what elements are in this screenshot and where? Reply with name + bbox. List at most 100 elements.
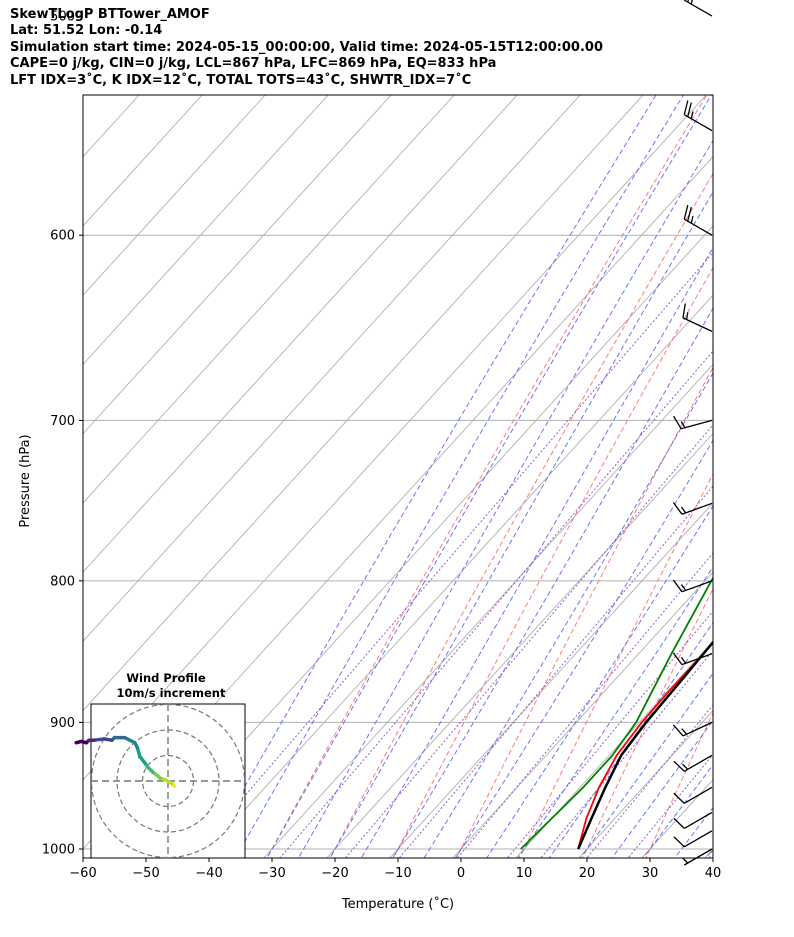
wind-barb-half [682,857,689,864]
wind-barb-shaft [681,653,713,666]
hodograph-ring [90,703,246,859]
wind-barb-shaft [683,848,713,866]
wind-barb-flag [690,0,693,5]
moist-adiabat [548,621,713,858]
x-tick-label: −30 [258,866,285,881]
isotherm-line [137,225,713,858]
mixing-ratio-line [344,424,713,858]
wind-barbs [672,0,713,866]
hodograph-title: Wind Profile [126,671,206,685]
x-tick-label: 30 [642,866,659,881]
wind-barb-shaft [681,580,713,593]
x-tick-label: −40 [195,866,222,881]
wind-barb-shaft [683,754,713,772]
moist-adiabat [486,505,713,858]
moist-adiabat [517,566,713,858]
wind-barb-half [680,506,687,514]
moist-adiabat [642,764,713,858]
temperature-line [577,641,713,850]
x-tick-label: 20 [579,866,596,881]
moist-adiabat [454,439,713,858]
x-tick-label: 40 [705,866,722,881]
x-tick-label: 0 [457,866,465,881]
wind-barb-flag [687,206,692,222]
wind-barb-shaft [682,721,713,737]
wind-barb-half [682,763,689,770]
isotherm-line [263,363,713,858]
wind-barb-half [685,312,689,320]
dry-adiabat [582,587,713,858]
moist-adiabat [329,191,713,858]
wind-barb-shaft [683,811,713,829]
cape-fill [681,642,713,678]
wind-barb-flag [673,836,685,848]
mixing-ratio-line [398,485,713,858]
mixing-ratio-line [627,753,713,858]
dry-adiabat [455,366,713,858]
time-text: Simulation start time: 2024-05-15_00:00:… [10,39,603,55]
dewpoint-line [520,576,713,850]
wind-barb-shaft [683,114,713,132]
moist-adiabat [392,307,713,858]
moist-adiabat [360,246,713,858]
isotherm-line [641,779,713,858]
mixing-ratio-line [506,610,713,858]
moist-adiabat [705,848,713,858]
chart-header: SkewTLogP BTTower_AMOF Lat: 51.52 Lon: -… [10,7,603,89]
x-tick-label: 10 [516,866,533,881]
hodograph-segment [74,739,84,745]
x-axis-title: Temperature (˚C) [341,896,454,912]
wind-barb-flag [672,502,683,515]
isotherm-line [452,571,713,858]
x-tick-label: −10 [384,866,411,881]
wind-barb-flag [683,204,689,220]
mixing-ratio-line [586,704,713,858]
wind-barb-half [690,111,694,119]
wind-barb-flag [672,652,683,666]
dry-adiabat [747,0,794,919]
isotherm-line [712,0,794,919]
mixing-ratio-line [279,350,713,858]
dry-adiabat [392,266,713,858]
y-tick-label: 800 [50,574,75,589]
y-tick-label: 900 [50,716,75,731]
wind-barb-half [680,584,687,591]
x-tick-label: −50 [132,866,159,881]
mixing-ratio-line [540,649,713,858]
wind-barb-shaft [683,830,713,848]
y-axis-title: Pressure (hPa) [18,434,33,527]
location-text: Lat: 51.52 Lon: -0.14 [10,23,163,39]
wind-barb-shaft [683,0,713,17]
wind-barb-half [681,728,688,735]
cape-area [681,642,713,678]
isotherm-line [200,294,713,858]
dry-adiabat [519,472,713,858]
wind-barb-flag [687,0,689,3]
wind-barb-flag [672,579,683,593]
wind-barb-half [690,215,694,224]
x-tick-label: −20 [321,866,348,881]
wind-barb-flag [683,100,689,115]
y-tick-label: 500 [50,10,75,25]
indices-text-2: LFT IDX=3˚C, K IDX=12˚C, TOTAL TOTS=43˚C… [10,72,472,88]
wind-barb-flag [673,817,685,829]
wind-barb-flag [687,102,692,117]
dry-adiabat [329,172,713,858]
wind-barb-flag [673,760,685,772]
y-tick-label: 700 [50,414,75,429]
indices-text-1: CAPE=0 j/kg, CIN=0 j/kg, LCL=867 hPa, LF… [10,56,497,72]
wind-barb-flag [672,724,684,737]
wind-barb-flag [682,303,686,318]
wind-barb-flag [673,415,682,430]
parcel-line [577,640,713,850]
moist-adiabat [266,95,712,858]
wind-barb-shaft [681,502,713,515]
mixing-ratio-line [456,552,713,858]
x-tick-label: −60 [69,866,96,881]
moist-adiabat [297,139,713,858]
